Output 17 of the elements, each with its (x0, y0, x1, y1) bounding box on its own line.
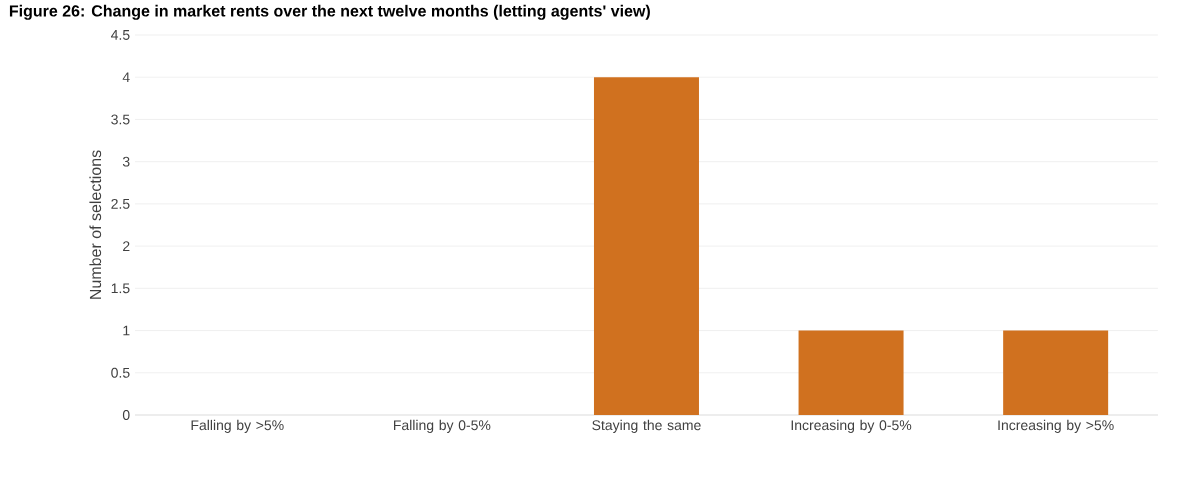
y-tick-label: 4.5 (111, 30, 130, 40)
y-tick-label: 3 (122, 156, 130, 167)
y-tick-label: 1.5 (111, 283, 130, 294)
y-tick-label: 4 (122, 72, 130, 83)
y-axis-title: Number of selections (89, 150, 102, 299)
y-tick-label: 2 (123, 241, 130, 251)
y-tick-label: 0 (122, 410, 130, 420)
y-tick-label: 1 (123, 325, 130, 336)
y-tick-label: 3.5 (111, 114, 130, 125)
x-tick-label: Staying the same (592, 419, 701, 433)
x-tick-label: Falling by 0-5% (394, 419, 491, 433)
y-tick-label: 0.5 (111, 367, 130, 378)
y-tick-label: 2.5 (111, 198, 130, 209)
x-tick-label: Increasing by >5% (998, 419, 1114, 433)
x-tick-label: Falling by >5% (191, 419, 284, 433)
chart-title: Figure 26: Change in market rents over the next twelve months (letting agents' view) (9, 4, 650, 20)
x-tick-label: Increasing by 0-5% (791, 419, 912, 433)
